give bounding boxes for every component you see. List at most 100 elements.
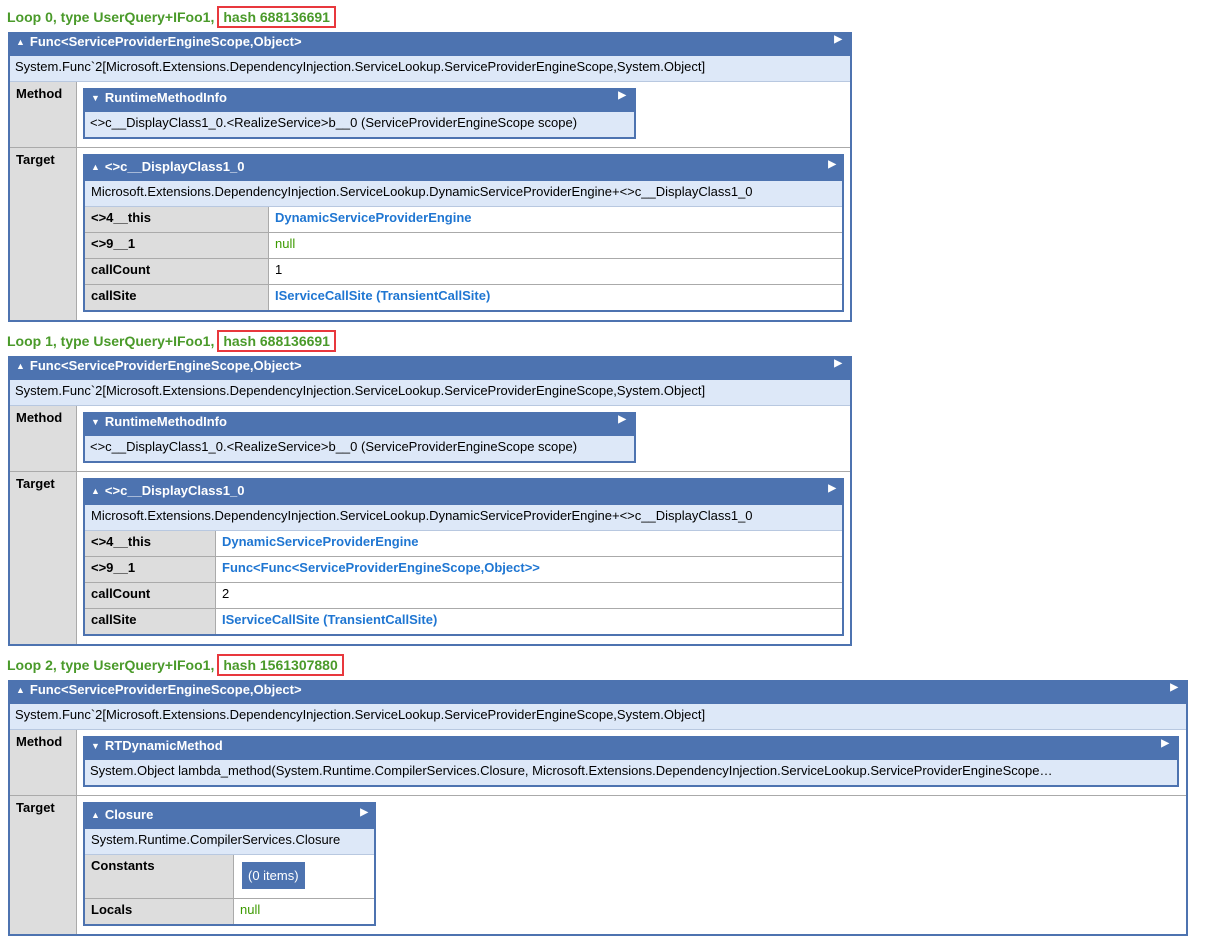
- table-row: <>9__1 Func<Func<ServiceProviderEngineSco…: [84, 556, 843, 583]
- triangle-right-icon[interactable]: ▶: [828, 483, 836, 494]
- method-row: Method ▼ RuntimeMethodInfo ▶ <>c__DisplayCla…: [9, 405, 851, 472]
- loop-heading-text: Loop 1, type UserQuery+IFoo1,: [7, 333, 215, 349]
- field-value[interactable]: Func<Func<ServiceProviderEngineScope,Obj…: [215, 556, 843, 583]
- loop-heading: Loop 2, type UserQuery+IFoo1, hash 156130…: [7, 654, 1222, 676]
- func-header[interactable]: ▲ Func<ServiceProviderEngineScope,Object>…: [9, 357, 851, 380]
- func-type: System.Func`2[Microsoft.Extensions.Depen…: [9, 56, 851, 82]
- loop-block: Loop 2, type UserQuery+IFoo1, hash 156130…: [7, 654, 1222, 936]
- triangle-up-icon[interactable]: ▲: [16, 361, 25, 371]
- method-header[interactable]: ▼ RuntimeMethodInfo ▶: [84, 413, 635, 436]
- triangle-right-icon[interactable]: ▶: [618, 90, 626, 101]
- table-row: Locals null: [84, 898, 375, 925]
- target-label: Target: [9, 471, 77, 645]
- loop-heading-text: Loop 0, type UserQuery+IFoo1,: [7, 9, 215, 25]
- triangle-up-icon[interactable]: ▲: [91, 810, 100, 820]
- field-value[interactable]: IServiceCallSite (TransientCallSite): [215, 608, 843, 635]
- field-name: <>4__this: [84, 530, 216, 557]
- target-type: System.Runtime.CompilerServices.Closure: [84, 829, 375, 855]
- null-value: null: [275, 236, 296, 251]
- triangle-up-icon[interactable]: ▲: [91, 162, 100, 172]
- field-name: callSite: [84, 608, 216, 635]
- method-value: ▼ RuntimeMethodInfo ▶ <>c__DisplayClass1_0.…: [76, 81, 851, 148]
- triangle-down-icon[interactable]: ▼: [91, 741, 100, 751]
- func-header[interactable]: ▲ Func<ServiceProviderEngineScope,Object>…: [9, 33, 851, 56]
- field-name: <>9__1: [84, 232, 269, 259]
- target-object-table: ▲ Closure ▶ System.Runtime.CompilerServices…: [83, 802, 376, 926]
- method-title: RuntimeMethodInfo: [104, 90, 227, 105]
- method-signature: <>c__DisplayClass1_0.<RealizeService>b__…: [84, 436, 635, 463]
- target-row: Target ▲ <>c__DisplayClass1_0 ▶ Microsoft.Ex…: [9, 147, 851, 321]
- target-type: Microsoft.Extensions.DependencyInjection…: [84, 181, 843, 207]
- target-header[interactable]: ▲ <>c__DisplayClass1_0 ▶: [84, 155, 843, 181]
- method-row: Method ▼ RTDynamicMethod ▶ System.Object lam…: [9, 729, 1187, 796]
- loop-heading: Loop 1, type UserQuery+IFoo1, hash 688136…: [7, 330, 1222, 352]
- items-button[interactable]: (0 items): [242, 862, 305, 889]
- field-text: 2: [222, 586, 230, 601]
- target-label: Target: [9, 147, 77, 321]
- method-header[interactable]: ▼ RTDynamicMethod ▶: [84, 737, 1178, 760]
- loop-block: Loop 0, type UserQuery+IFoo1, hash 688136…: [7, 6, 1222, 322]
- field-value[interactable]: DynamicServiceProviderEngine: [268, 206, 843, 233]
- table-row: <>9__1 null: [84, 232, 843, 259]
- func-header[interactable]: ▲ Func<ServiceProviderEngineScope,Object>…: [9, 681, 1187, 704]
- target-value: ▲ <>c__DisplayClass1_0 ▶ Microsoft.Extensio…: [76, 471, 851, 645]
- method-value: ▼ RuntimeMethodInfo ▶ <>c__DisplayClass1_0.…: [76, 405, 851, 472]
- object-link[interactable]: Func<Func<ServiceProviderEngineScope,Obj…: [222, 560, 540, 575]
- field-name: callCount: [84, 582, 216, 609]
- field-value: null: [268, 232, 843, 259]
- field-value[interactable]: IServiceCallSite (TransientCallSite): [268, 284, 843, 311]
- triangle-down-icon[interactable]: ▼: [91, 93, 100, 103]
- object-link[interactable]: DynamicServiceProviderEngine: [275, 210, 472, 225]
- field-value[interactable]: (0 items): [233, 854, 375, 899]
- func-title: Func<ServiceProviderEngineScope,Object>: [29, 34, 302, 49]
- table-row: <>4__this DynamicServiceProviderEngine: [84, 206, 843, 233]
- field-value[interactable]: DynamicServiceProviderEngine: [215, 530, 843, 557]
- hash-highlight: hash 688136691: [217, 330, 336, 352]
- triangle-up-icon[interactable]: ▲: [91, 486, 100, 496]
- object-link[interactable]: DynamicServiceProviderEngine: [222, 534, 419, 549]
- method-label: Method: [9, 405, 77, 472]
- field-name: callSite: [84, 284, 269, 311]
- loop-heading-text: Loop 2, type UserQuery+IFoo1,: [7, 657, 215, 673]
- target-title: <>c__DisplayClass1_0: [104, 159, 245, 174]
- method-object-table: ▼ RuntimeMethodInfo ▶ <>c__DisplayClass1_0.…: [83, 88, 636, 139]
- target-value: ▲ Closure ▶ System.Runtime.CompilerServices…: [76, 795, 1187, 935]
- hash-highlight: hash 1561307880: [217, 654, 344, 676]
- object-link[interactable]: IServiceCallSite (TransientCallSite): [275, 288, 491, 303]
- triangle-right-icon[interactable]: ▶: [1161, 738, 1169, 749]
- triangle-right-icon[interactable]: ▶: [618, 414, 626, 425]
- method-title: RuntimeMethodInfo: [104, 414, 227, 429]
- table-row: callSite IServiceCallSite (TransientCallS…: [84, 608, 843, 635]
- method-header[interactable]: ▼ RuntimeMethodInfo ▶: [84, 89, 635, 112]
- triangle-right-icon[interactable]: ▶: [828, 159, 836, 170]
- target-header[interactable]: ▲ Closure ▶: [84, 803, 375, 829]
- object-link[interactable]: IServiceCallSite (TransientCallSite): [222, 612, 438, 627]
- method-signature: System.Object lambda_method(System.Runti…: [84, 760, 1178, 787]
- func-object-table: ▲ Func<ServiceProviderEngineScope,Object>…: [8, 356, 852, 646]
- triangle-up-icon[interactable]: ▲: [16, 37, 25, 47]
- field-value: 1: [268, 258, 843, 285]
- method-label: Method: [9, 729, 77, 796]
- triangle-up-icon[interactable]: ▲: [16, 685, 25, 695]
- null-value: null: [240, 902, 261, 917]
- target-row: Target ▲ Closure ▶ System.Runtime.CompilerSe…: [9, 795, 1187, 935]
- field-name: <>4__this: [84, 206, 269, 233]
- triangle-right-icon[interactable]: ▶: [834, 34, 842, 45]
- table-row: callCount 1: [84, 258, 843, 285]
- method-row: Method ▼ RuntimeMethodInfo ▶ <>c__DisplayCla…: [9, 81, 851, 148]
- table-row: callSite IServiceCallSite (TransientCallS…: [84, 284, 843, 311]
- triangle-right-icon[interactable]: ▶: [360, 807, 368, 818]
- target-title: Closure: [104, 807, 154, 822]
- method-object-table: ▼ RuntimeMethodInfo ▶ <>c__DisplayClass1_0.…: [83, 412, 636, 463]
- triangle-down-icon[interactable]: ▼: [91, 417, 100, 427]
- triangle-right-icon[interactable]: ▶: [1170, 682, 1178, 693]
- func-title: Func<ServiceProviderEngineScope,Object>: [29, 358, 302, 373]
- target-value: ▲ <>c__DisplayClass1_0 ▶ Microsoft.Extensio…: [76, 147, 851, 321]
- method-value: ▼ RTDynamicMethod ▶ System.Object lambda_me…: [76, 729, 1187, 796]
- func-object-table: ▲ Func<ServiceProviderEngineScope,Object>…: [8, 32, 852, 322]
- triangle-right-icon[interactable]: ▶: [834, 358, 842, 369]
- target-header[interactable]: ▲ <>c__DisplayClass1_0 ▶: [84, 479, 843, 505]
- field-name: callCount: [84, 258, 269, 285]
- target-object-table: ▲ <>c__DisplayClass1_0 ▶ Microsoft.Extensio…: [83, 154, 844, 312]
